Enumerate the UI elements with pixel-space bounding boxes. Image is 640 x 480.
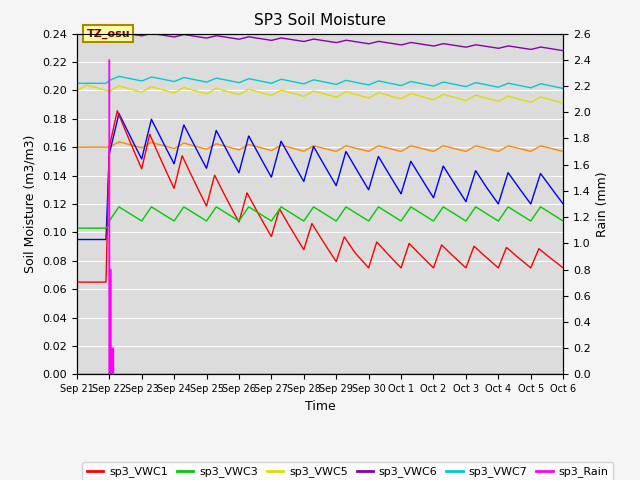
Y-axis label: Rain (mm): Rain (mm) — [596, 171, 609, 237]
Text: TZ_osu: TZ_osu — [86, 28, 130, 39]
Y-axis label: Soil Moisture (m3/m3): Soil Moisture (m3/m3) — [24, 135, 36, 273]
X-axis label: Time: Time — [305, 400, 335, 413]
Title: SP3 Soil Moisture: SP3 Soil Moisture — [254, 13, 386, 28]
Legend: sp3_VWC1, sp3_VWC2, sp3_VWC3, sp3_VWC4, sp3_VWC5, sp3_VWC6, sp3_VWC7, sp3_Rain: sp3_VWC1, sp3_VWC2, sp3_VWC3, sp3_VWC4, … — [83, 462, 613, 480]
